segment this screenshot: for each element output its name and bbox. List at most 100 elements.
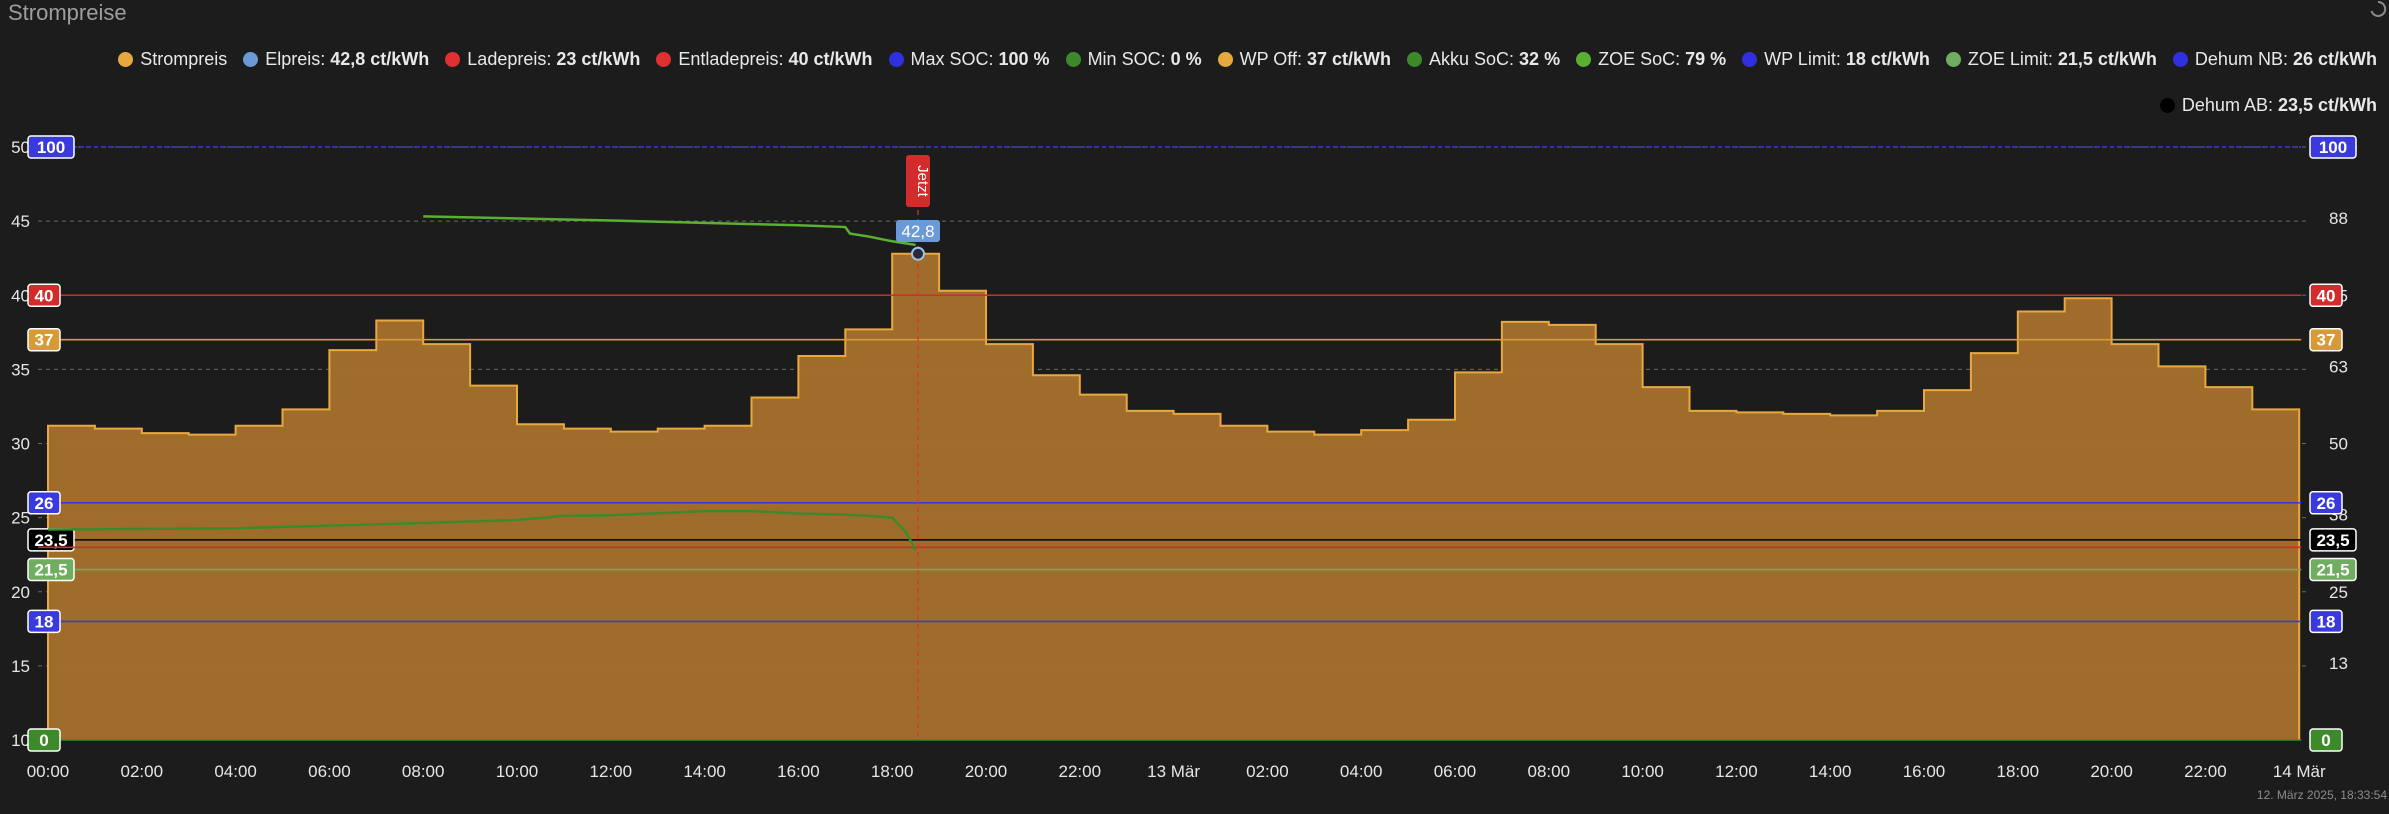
- legend-item[interactable]: ZOE SoC: 79 %: [1576, 49, 1726, 70]
- current-value-tag: 42,8: [895, 220, 940, 242]
- tag-label: 18: [35, 612, 54, 631]
- tag-box: [27, 135, 75, 159]
- legend-value: 79 %: [1685, 48, 1727, 69]
- reference-label-tag: 40: [27, 283, 61, 307]
- legend-item[interactable]: Ladepreis: 23 ct/kWh: [445, 49, 640, 70]
- tag-label: 100: [37, 138, 65, 157]
- legend-label: Strompreis: [140, 48, 228, 69]
- x-tick-label: 20:00: [965, 762, 1008, 781]
- y-left-tick-label: 10: [11, 731, 30, 750]
- timestamp: 12. März 2025, 18:33:54: [2256, 788, 2387, 802]
- legend-item[interactable]: Max SOC: 100 %: [888, 49, 1050, 70]
- price-area: [48, 253, 2300, 741]
- reference-label-tag: 0: [2309, 728, 2343, 752]
- legend-value: 23,5 ct/kWh: [2277, 94, 2377, 115]
- legend-item[interactable]: Elpreis: 42,8 ct/kWh: [243, 49, 429, 70]
- legend-dot-icon: [2172, 51, 2188, 67]
- tag-box: [2309, 327, 2343, 352]
- tag-box: [27, 491, 61, 515]
- x-tick-label: 00:00: [27, 762, 70, 781]
- legend-dot-icon: [1945, 51, 1961, 67]
- x-tick-label: 20:00: [2090, 762, 2133, 781]
- tag-box: [27, 327, 61, 352]
- reference-label-tag: 100: [27, 135, 75, 159]
- now-tag-box: [905, 155, 930, 207]
- legend-label: Ladepreis:: [467, 48, 552, 69]
- legend-label: Dehum AB:: [2181, 94, 2273, 115]
- y-left-tick-label: 15: [11, 657, 30, 676]
- legend-dot-icon: [888, 51, 904, 67]
- soc-line: [47, 509, 917, 551]
- reference-label-tag: 18: [27, 609, 61, 634]
- legend-value: 26 ct/kWh: [2292, 48, 2377, 69]
- x-tick-label: 14:00: [683, 762, 726, 781]
- reference-label-tag: 37: [27, 327, 61, 352]
- tag-box: [27, 728, 61, 752]
- x-tick-label: 18:00: [871, 762, 914, 781]
- legend-row: Dehum AB: 23,5 ct/kWh: [0, 92, 2389, 118]
- x-tick-label: 04:00: [1340, 762, 1383, 781]
- reference-label-tag: 26: [27, 491, 61, 515]
- y-right-tick-label: 88: [2329, 209, 2348, 228]
- legend-value: 37 ct/kWh: [1306, 48, 1391, 69]
- legend-dot-icon: [1217, 51, 1233, 67]
- tag-label: 40: [35, 286, 54, 305]
- x-tick-label: 14:00: [1809, 762, 1852, 781]
- tag-box: [27, 609, 61, 634]
- x-tick-label: 16:00: [1903, 762, 1946, 781]
- legend-dot-icon: [445, 51, 461, 67]
- legend-item[interactable]: Strompreis: [118, 49, 227, 70]
- reference-label-tag: 23,5: [2309, 528, 2357, 552]
- chart-legend: Strompreis Elpreis: 42,8 ct/kWh Ladepreis: 2…: [0, 46, 2389, 138]
- legend-value: 0 %: [1170, 48, 1202, 69]
- legend-item[interactable]: Akku SoC: 32 %: [1407, 49, 1560, 70]
- legend-label: WP Limit:: [1764, 48, 1841, 69]
- x-tick-label: 13 Mär: [1147, 762, 1200, 781]
- refresh-icon[interactable]: [2369, 0, 2387, 18]
- tag-box: [2309, 609, 2343, 634]
- legend-dot-icon: [1576, 51, 1592, 67]
- legend-label: Akku SoC:: [1429, 48, 1515, 69]
- y-left-tick-label: 40: [11, 286, 30, 305]
- x-tick-label: 06:00: [308, 762, 351, 781]
- now-tag-label: Jetzt: [914, 165, 931, 198]
- x-tick-label: 10:00: [496, 762, 539, 781]
- tag-label: 23,5: [34, 531, 67, 550]
- y-left-tick-label: 30: [11, 435, 30, 454]
- reference-label-tag: 0: [27, 728, 61, 752]
- x-tick-label: 16:00: [777, 762, 820, 781]
- legend-label: Dehum NB:: [2194, 48, 2288, 69]
- legend-item[interactable]: Min SOC: 0 %: [1065, 48, 1202, 70]
- legend-label: Elpreis:: [265, 48, 326, 69]
- x-tick-label: 08:00: [1528, 762, 1571, 781]
- legend-item[interactable]: Dehum NB: 26 ct/kWh: [2172, 48, 2377, 70]
- current-value-point: [910, 246, 925, 261]
- tag-label: 100: [2319, 138, 2347, 157]
- legend-dot-icon: [656, 51, 672, 67]
- legend-label: ZOE SoC:: [1598, 48, 1681, 69]
- reference-label-tag: 21,5: [27, 557, 75, 582]
- legend-dot-icon: [118, 51, 134, 67]
- legend-item[interactable]: ZOE Limit: 21,5 ct/kWh: [1945, 49, 2157, 70]
- legend-item[interactable]: Dehum AB: 23,5 ct/kWh: [2159, 94, 2377, 116]
- legend-dot-icon: [1742, 51, 1758, 67]
- tag-label: 18: [2317, 612, 2336, 631]
- tag-box: [2309, 135, 2357, 159]
- legend-value: 42,8 ct/kWh: [330, 48, 430, 69]
- tag-label: 21,5: [34, 561, 67, 580]
- tag-box: [27, 557, 75, 582]
- tag-label: 0: [39, 731, 48, 750]
- x-tick-label: 22:00: [1059, 762, 1102, 781]
- tag-label: 37: [2317, 331, 2336, 350]
- legend-value: 40 ct/kWh: [788, 48, 873, 69]
- legend-item[interactable]: WP Limit: 18 ct/kWh: [1742, 49, 1930, 70]
- reference-label-tag: 18: [2309, 609, 2343, 634]
- legend-item[interactable]: WP Off: 37 ct/kWh: [1217, 48, 1391, 70]
- y-left-tick-label: 50: [11, 138, 30, 157]
- legend-item[interactable]: Entladepreis: 40 ct/kWh: [656, 48, 873, 70]
- x-tick-label: 12:00: [1715, 762, 1758, 781]
- y-right-tick-label: 63: [2329, 357, 2348, 376]
- tag-label: 40: [2317, 286, 2336, 305]
- now-marker-tag: Jetzt: [905, 155, 931, 207]
